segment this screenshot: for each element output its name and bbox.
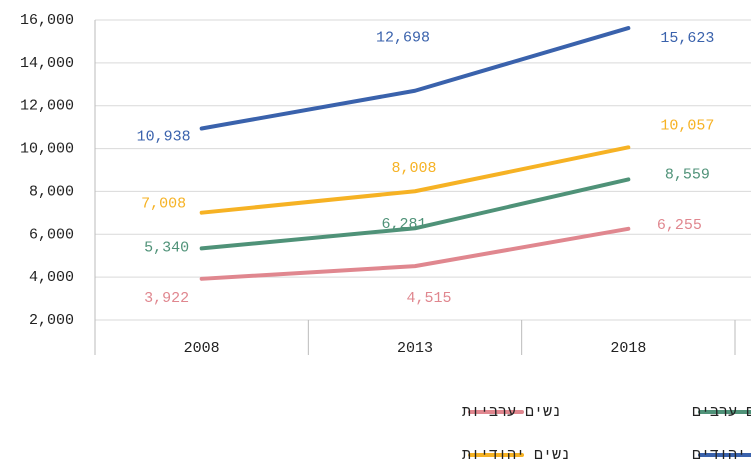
data-label: 10,938 bbox=[137, 128, 191, 145]
y-tick-label: 10,000 bbox=[20, 141, 74, 158]
data-label: 10,057 bbox=[660, 117, 714, 134]
data-label: 3,922 bbox=[144, 290, 189, 307]
legend-label: נשים יהודיות bbox=[462, 447, 570, 462]
data-label: 12,698 bbox=[376, 30, 430, 47]
series-line bbox=[199, 177, 631, 251]
data-label: 5,340 bbox=[144, 239, 189, 256]
legend-label: גברים יהודים bbox=[692, 447, 751, 462]
data-label: 8,008 bbox=[391, 160, 436, 177]
y-tick-label: 6,000 bbox=[29, 226, 74, 243]
series-line bbox=[199, 26, 631, 131]
series-line bbox=[199, 145, 631, 215]
data-label: 4,515 bbox=[406, 290, 451, 307]
legend-label: גברים ערבים bbox=[692, 404, 751, 421]
x-tick-label: 2013 bbox=[397, 340, 433, 357]
data-label: 8,559 bbox=[665, 166, 710, 183]
data-label: 15,623 bbox=[660, 30, 714, 47]
series-line bbox=[199, 226, 631, 281]
y-tick-label: 14,000 bbox=[20, 55, 74, 72]
y-tick-label: 2,000 bbox=[29, 312, 74, 329]
data-label: 7,008 bbox=[141, 196, 186, 213]
y-tick-label: 8,000 bbox=[29, 183, 74, 200]
legend-label: נשים ערביות bbox=[462, 404, 561, 421]
x-tick-label: 2008 bbox=[184, 340, 220, 357]
y-tick-label: 4,000 bbox=[29, 269, 74, 286]
y-tick-label: 12,000 bbox=[20, 98, 74, 115]
y-tick-label: 16,000 bbox=[20, 12, 74, 29]
data-label: 6,255 bbox=[657, 217, 702, 234]
data-label: 6,281 bbox=[381, 216, 426, 233]
x-tick-label: 2018 bbox=[610, 340, 646, 357]
